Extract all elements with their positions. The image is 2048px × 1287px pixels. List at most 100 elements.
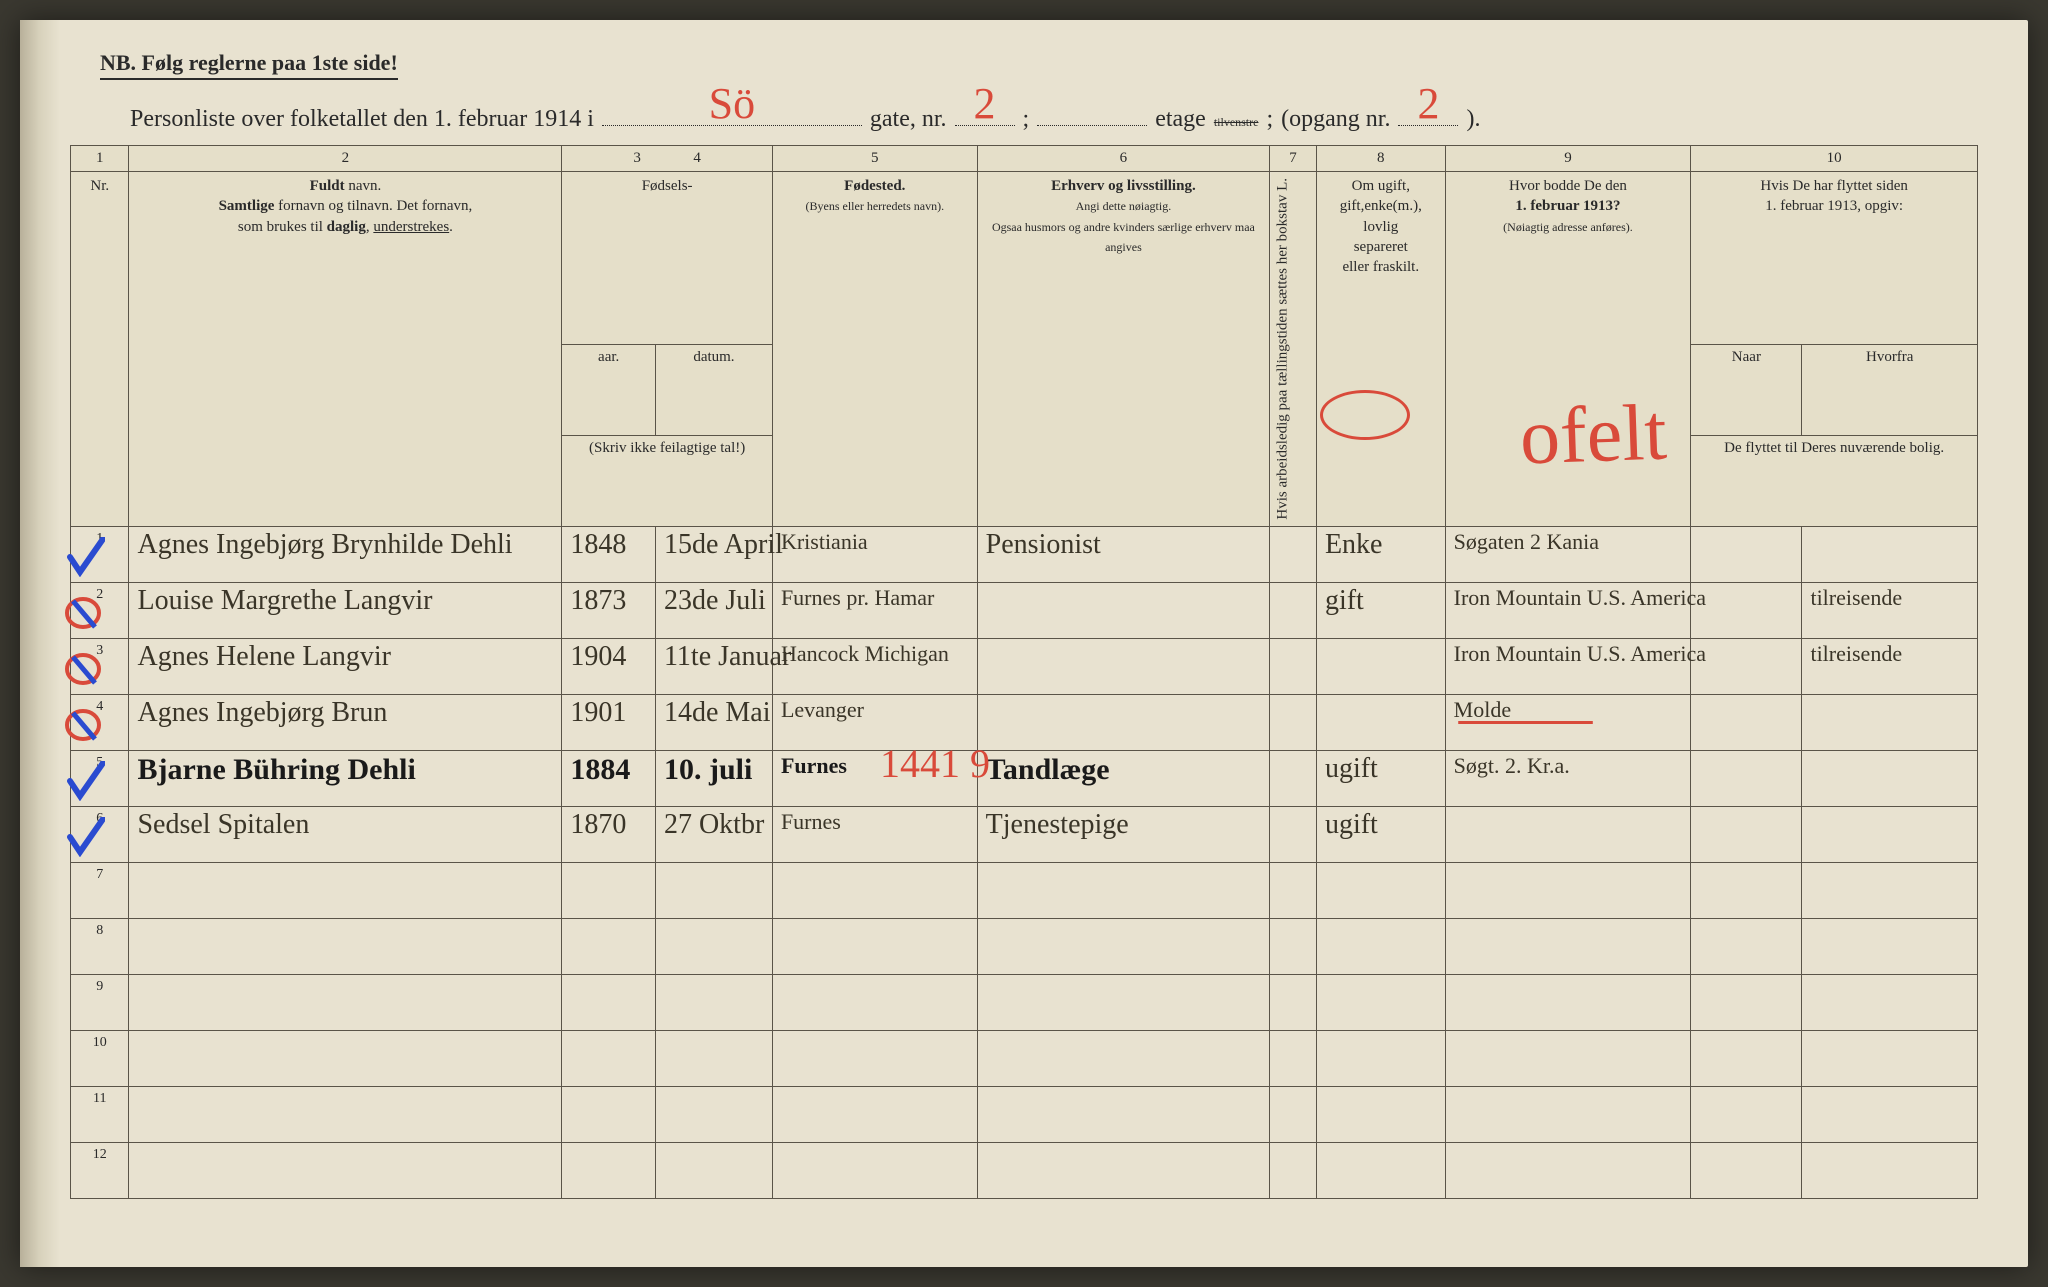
head-skriv-ikke: (Skriv ikke feilagtige tal!) <box>562 435 773 526</box>
table-row: 10 <box>71 1030 1978 1086</box>
semicolon: ; <box>1023 106 1030 133</box>
cell-navn <box>129 1030 562 1086</box>
colnum-10: 10 <box>1691 146 1978 172</box>
cell-datum: 11te Januar <box>655 638 772 694</box>
etage-strike: tilvenstre <box>1214 115 1259 130</box>
title-line: Personliste over folketallet den 1. febr… <box>130 98 1978 133</box>
cell-erhverv: Tandlæge <box>977 750 1269 806</box>
cell-fodested: Kristiania <box>772 526 977 582</box>
cell-aar <box>562 1086 656 1142</box>
hand-text: 1873 <box>570 585 626 616</box>
hand-text: Bjarne Bühring Dehli <box>137 753 415 786</box>
cell-datum: 23de Juli <box>655 582 772 638</box>
cell-erhverv <box>977 1030 1269 1086</box>
cell-civil <box>1316 918 1445 974</box>
colnum-34: 3 4 <box>562 146 773 172</box>
cell-civil <box>1316 694 1445 750</box>
cell-addr1913: Molde <box>1445 694 1691 750</box>
cell-civil <box>1316 974 1445 1030</box>
cell-naar <box>1691 1030 1802 1086</box>
colnum-8: 8 <box>1316 146 1445 172</box>
cell-naar <box>1691 582 1802 638</box>
cell-addr1913: Iron Mountain U.S. America <box>1445 582 1691 638</box>
etage-label: etage <box>1155 106 1206 133</box>
cell-navn <box>129 862 562 918</box>
cell-aar <box>562 1142 656 1198</box>
head-fodested: Fødested. (Byens eller herredets navn). <box>772 172 977 527</box>
table-row: 3Agnes Helene Langvir190411te JanuarHanc… <box>71 638 1978 694</box>
cell-naar <box>1691 638 1802 694</box>
cell-erhverv <box>977 638 1269 694</box>
cell-col7 <box>1270 862 1317 918</box>
cell-aar: 1848 <box>562 526 656 582</box>
cell-civil: gift <box>1316 582 1445 638</box>
cell-col7 <box>1270 750 1317 806</box>
hand-text: Agnes Ingebjørg Brun <box>137 697 387 728</box>
cell-addr1913: Søgaten 2 Kania <box>1445 526 1691 582</box>
colnum-1: 1 <box>71 146 129 172</box>
red-mark-icon <box>65 593 105 633</box>
hand-text: 23de Juli <box>664 585 766 616</box>
red-circle-annot <box>1320 390 1410 440</box>
cell-aar <box>562 1030 656 1086</box>
red-mark-icon <box>65 649 105 689</box>
hand-text: Agnes Helene Langvir <box>137 641 390 672</box>
cell-nr: 1 <box>71 526 129 582</box>
blue-check-icon <box>65 761 105 801</box>
hand-text: Tjenestepige <box>986 809 1129 840</box>
opgang-nr: 2 <box>1417 78 1439 129</box>
title-prefix: Personliste over folketallet den 1. febr… <box>130 106 594 133</box>
etage-semicolon: ; <box>1266 106 1273 133</box>
cell-erhverv <box>977 974 1269 1030</box>
head-col10-sub: De flyttet til Deres nuværende bolig. <box>1691 435 1978 526</box>
hand-text: 1884 <box>570 753 630 786</box>
table-row: 6Sedsel Spitalen187027 OktbrFurnesTjenes… <box>71 806 1978 862</box>
colnum-2: 2 <box>129 146 562 172</box>
table-row: 9 <box>71 974 1978 1030</box>
hand-text: Levanger <box>781 697 864 722</box>
cell-nr: 4 <box>71 694 129 750</box>
street-fill: Sö <box>602 98 862 126</box>
blue-check-icon <box>65 537 105 577</box>
table-head: 1 2 3 4 5 6 7 8 9 10 Nr. Fuldt navn. Sam… <box>71 146 1978 527</box>
cell-hvorfra <box>1802 918 1978 974</box>
head-col10-top: Hvis De har flyttet siden 1. februar 191… <box>1691 172 1978 345</box>
cell-naar <box>1691 750 1802 806</box>
hand-text: Pensionist <box>986 529 1101 560</box>
hand-text: 15de April <box>664 529 783 560</box>
hand-text: tilreisende <box>1810 641 1902 666</box>
overlay-ofelt: ofelt <box>1518 387 1668 483</box>
cell-navn <box>129 1086 562 1142</box>
colnum-9: 9 <box>1445 146 1691 172</box>
head-aar: aar. <box>562 344 656 435</box>
cell-col7 <box>1270 1030 1317 1086</box>
head-naar: Naar <box>1691 344 1802 435</box>
table-row: 4Agnes Ingebjørg Brun190114de MaiLevange… <box>71 694 1978 750</box>
cell-aar <box>562 974 656 1030</box>
cell-datum <box>655 918 772 974</box>
cell-naar <box>1691 1142 1802 1198</box>
head-nr: Nr. <box>71 172 129 527</box>
hand-text: Hancock Michigan <box>781 641 949 666</box>
head-main-row: Nr. Fuldt navn. Samtlige fornavn og tiln… <box>71 172 1978 345</box>
cell-erhverv: Tjenestepige <box>977 806 1269 862</box>
table-row: 11 <box>71 1086 1978 1142</box>
colnum-5: 5 <box>772 146 977 172</box>
cell-civil <box>1316 1086 1445 1142</box>
cell-hvorfra <box>1802 1086 1978 1142</box>
table-row: 5Bjarne Bühring Dehli188410. juliFurnesT… <box>71 750 1978 806</box>
cell-erhverv: Pensionist <box>977 526 1269 582</box>
cell-nr: 8 <box>71 918 129 974</box>
cell-fodested: Hancock Michigan <box>772 638 977 694</box>
cell-hvorfra <box>1802 862 1978 918</box>
cell-aar: 1901 <box>562 694 656 750</box>
cell-hvorfra: tilreisende <box>1802 582 1978 638</box>
cell-navn: Agnes Helene Langvir <box>129 638 562 694</box>
hand-text: Molde <box>1454 697 1511 722</box>
table-row: 7 <box>71 862 1978 918</box>
cell-addr1913 <box>1445 1086 1691 1142</box>
red-mark-icon <box>65 705 105 745</box>
cell-naar <box>1691 1086 1802 1142</box>
head-civil: Om ugift, gift,enke(m.), lovlig separere… <box>1316 172 1445 527</box>
table-row: 1Agnes Ingebjørg Brynhilde Dehli184815de… <box>71 526 1978 582</box>
